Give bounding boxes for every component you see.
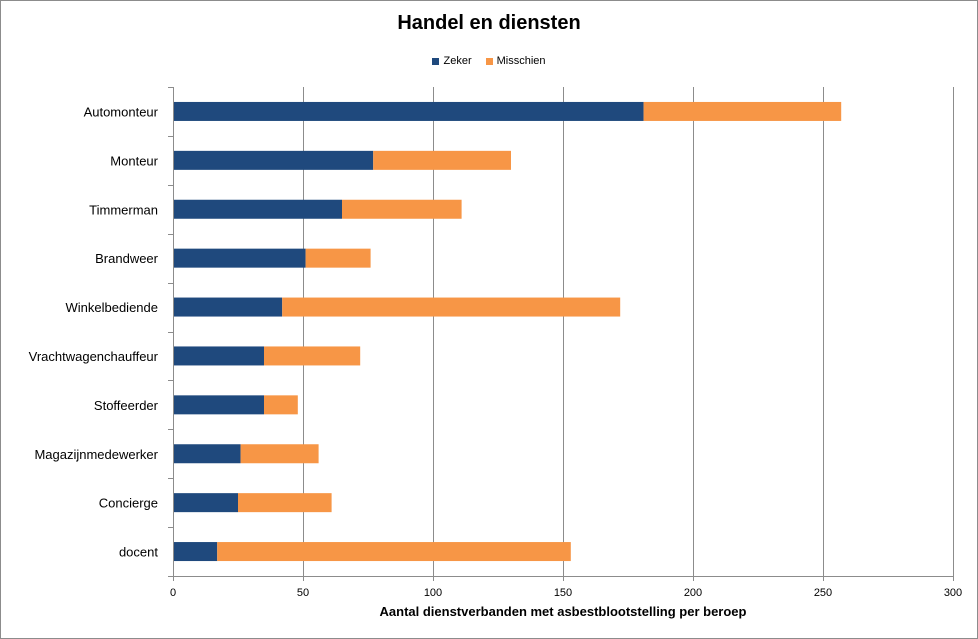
bar-misschien-timmerman xyxy=(342,199,462,219)
x-tick-label: 50 xyxy=(297,587,309,599)
bar-zeker-monteur xyxy=(173,150,374,170)
y-tick-label: Concierge xyxy=(99,496,158,511)
y-tick-label: Stoffeerder xyxy=(94,398,159,413)
y-tick-label: Timmerman xyxy=(89,202,158,217)
bar-zeker-docent xyxy=(173,542,218,562)
bar-misschien-concierge xyxy=(238,493,332,513)
bar-misschien-winkelbediende xyxy=(282,297,621,317)
y-tick-label: docent xyxy=(119,545,158,560)
bar-misschien-vrachtwagenchauffeur xyxy=(264,346,361,366)
bar-misschien-stoffeerder xyxy=(264,395,298,415)
y-tick-label: Brandweer xyxy=(95,251,159,266)
x-tick-label: 200 xyxy=(684,587,702,599)
x-axis-label: Aantal dienstverbanden met asbestblootst… xyxy=(379,604,747,619)
bar-zeker-winkelbediende xyxy=(173,297,283,317)
x-tick-label: 100 xyxy=(424,587,442,599)
y-tick-label: Monteur xyxy=(110,153,158,168)
x-tick-label: 300 xyxy=(944,587,962,599)
legend-label-zeker: Zeker xyxy=(443,55,472,67)
x-tick-label: 0 xyxy=(170,587,176,599)
legend-item-zeker: Zeker xyxy=(432,55,472,67)
chart-legend: Zeker Misschien xyxy=(0,55,978,67)
bar-zeker-magazijnmedewerker xyxy=(173,444,241,464)
x-tick-label: 250 xyxy=(814,587,832,599)
bar-misschien-monteur xyxy=(373,150,511,170)
legend-swatch-misschien xyxy=(485,57,493,65)
bar-misschien-docent xyxy=(217,542,571,562)
legend-label-misschien: Misschien xyxy=(496,55,546,67)
bar-misschien-automonteur xyxy=(643,101,842,121)
y-tick-label: Winkelbediende xyxy=(65,300,158,315)
chart-title: Handel en diensten xyxy=(397,12,581,34)
legend-item-misschien: Misschien xyxy=(485,55,546,67)
x-tick-label: 150 xyxy=(554,587,572,599)
bar-zeker-stoffeerder xyxy=(173,395,264,415)
y-tick-label: Vrachtwagenchauffeur xyxy=(29,349,159,364)
bar-zeker-automonteur xyxy=(173,101,644,121)
bar-misschien-brandweer xyxy=(305,248,371,268)
bar-zeker-concierge xyxy=(173,493,238,513)
y-tick-label: Magazijnmedewerker xyxy=(34,447,158,462)
bar-zeker-vrachtwagenchauffeur xyxy=(173,346,264,366)
y-tick-label: Automonteur xyxy=(84,104,159,119)
bar-misschien-magazijnmedewerker xyxy=(240,444,319,464)
bar-zeker-brandweer xyxy=(173,248,306,268)
bar-zeker-timmerman xyxy=(173,199,342,219)
legend-swatch-zeker xyxy=(432,57,440,65)
